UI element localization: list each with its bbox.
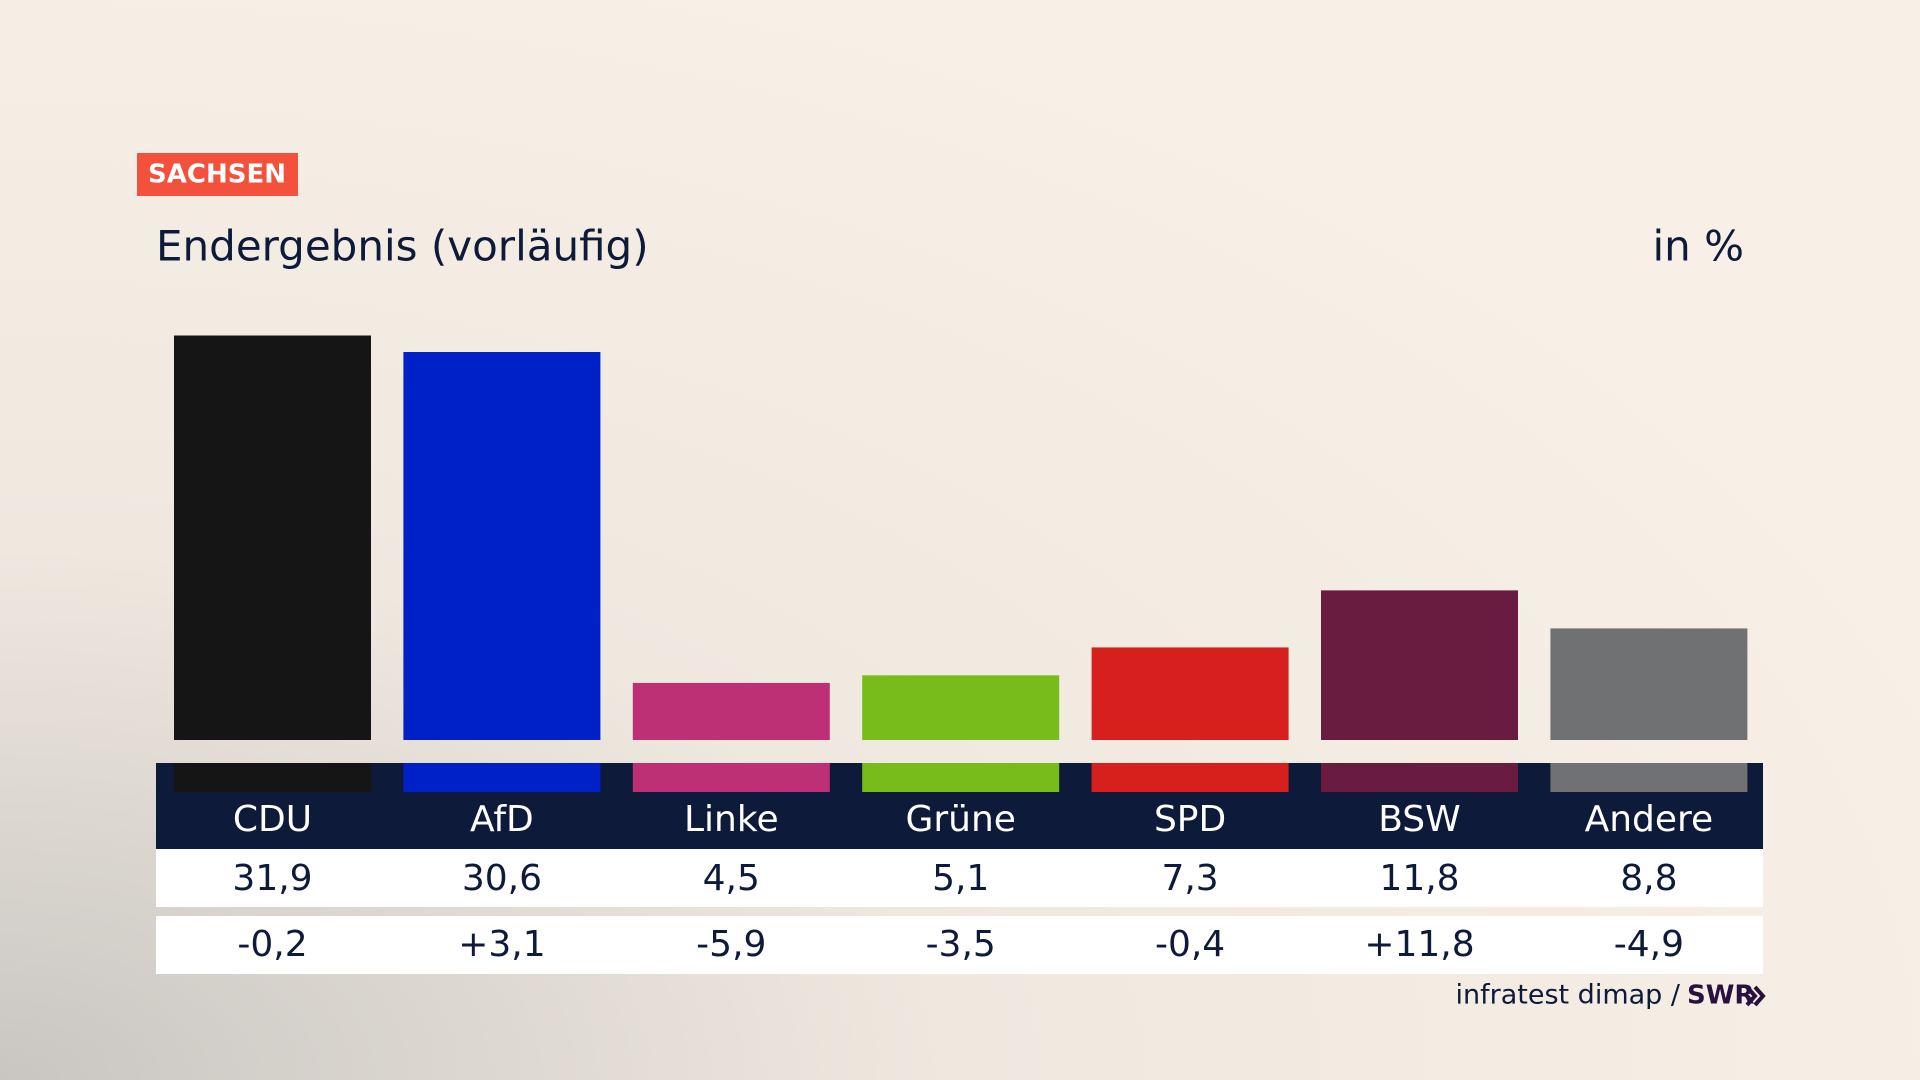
value-label: 11,8 bbox=[1379, 858, 1459, 899]
category-label: Linke bbox=[684, 799, 779, 840]
value-label: 4,5 bbox=[703, 858, 760, 899]
color-strip bbox=[174, 763, 371, 792]
source: infratest dimap / bbox=[1455, 980, 1680, 1011]
unit-label: in % bbox=[1652, 222, 1744, 271]
category-label: CDU bbox=[233, 799, 312, 840]
category-label: BSW bbox=[1378, 799, 1461, 840]
color-strip bbox=[1321, 763, 1518, 792]
category-label: AfD bbox=[470, 799, 534, 840]
bar bbox=[1091, 647, 1289, 740]
category-label: Grüne bbox=[905, 799, 1015, 840]
color-strip bbox=[632, 763, 830, 792]
change-label: -5,9 bbox=[696, 924, 766, 965]
value-label: 7,3 bbox=[1161, 858, 1218, 899]
change-label: -0,4 bbox=[1155, 924, 1225, 965]
bar bbox=[174, 335, 371, 740]
bar bbox=[1321, 590, 1518, 740]
value-label: 30,6 bbox=[462, 858, 542, 899]
bar bbox=[1550, 628, 1748, 740]
change-label: -0,2 bbox=[237, 924, 307, 965]
change-label: -3,5 bbox=[926, 924, 996, 965]
values-row bbox=[156, 849, 1763, 907]
tag-box bbox=[137, 153, 298, 196]
bar bbox=[403, 351, 601, 740]
bar bbox=[632, 682, 830, 740]
brand-arrows bbox=[1745, 985, 1766, 1007]
change-label: -4,9 bbox=[1614, 924, 1684, 965]
chart-title: Endergebnis (vorläufig) bbox=[156, 222, 649, 271]
color-strip bbox=[862, 763, 1060, 792]
change-label: +11,8 bbox=[1364, 924, 1474, 965]
category-label: SPD bbox=[1154, 799, 1226, 840]
change-label: +3,1 bbox=[458, 924, 545, 965]
changes-row bbox=[156, 916, 1763, 974]
color-strip bbox=[403, 763, 601, 792]
brand: SWR bbox=[1687, 981, 1754, 1011]
category-label: Andere bbox=[1585, 799, 1714, 840]
color-strip bbox=[1091, 763, 1289, 792]
value-label: 8,8 bbox=[1620, 858, 1677, 899]
bar bbox=[862, 675, 1060, 740]
value-label: 31,9 bbox=[232, 858, 312, 899]
color-strip bbox=[1550, 763, 1748, 792]
value-label: 5,1 bbox=[932, 858, 989, 899]
tag: SACHSEN bbox=[148, 160, 286, 190]
